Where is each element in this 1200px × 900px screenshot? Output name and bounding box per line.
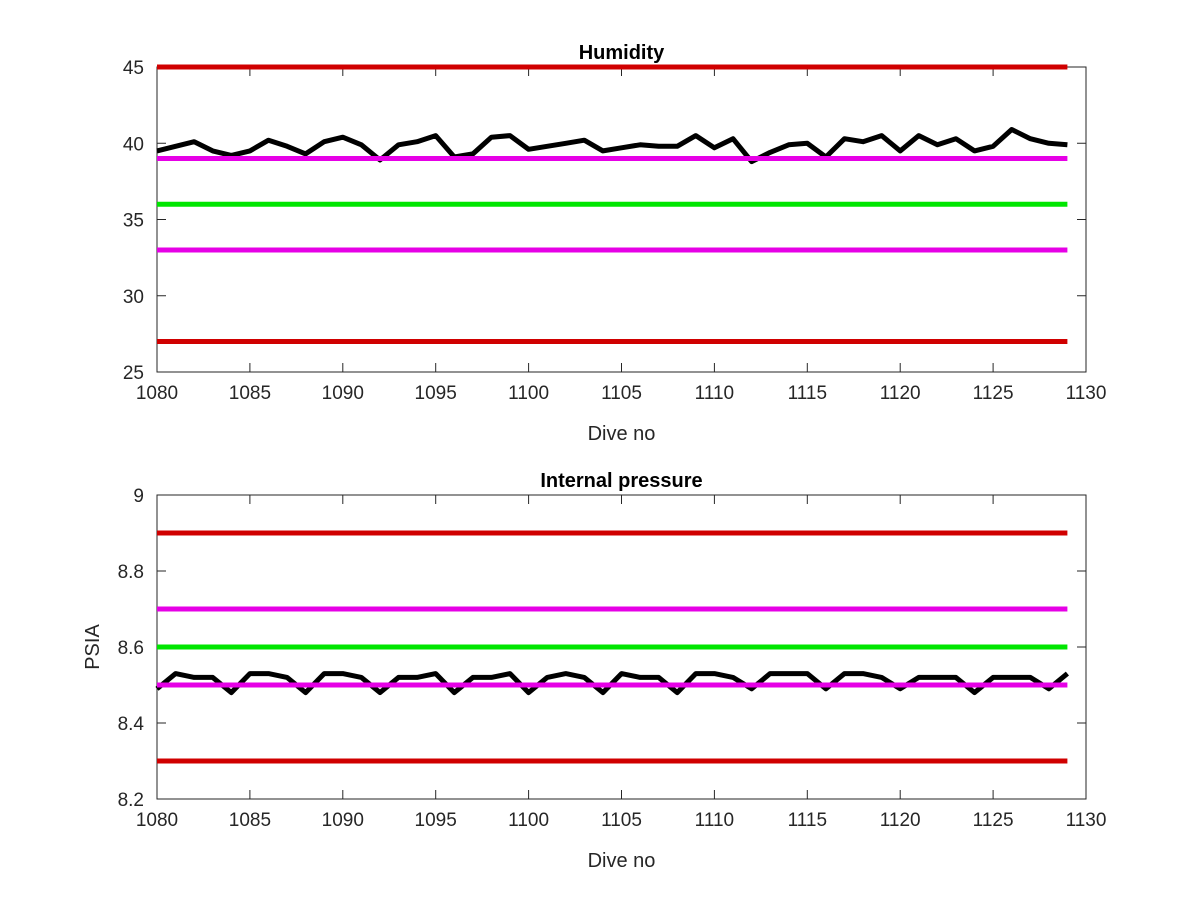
x-tick-label: 1090 [322,810,364,831]
chart-title: Internal pressure [540,470,702,492]
internal-pressure-chart: 1080 1085 1090 1095 1100 1105 1110 1115 1120 1125… [82,470,1106,872]
series-line-0 [156,127,1068,165]
x-tick-label: 1120 [880,383,921,404]
chart-title: Humidity [579,42,665,64]
x-tick-label: 1120 [880,810,921,831]
y-axis-label: PSIA [82,624,104,670]
x-tick-label: 1100 [508,810,549,831]
y-tick-label: 45 [123,58,144,79]
x-tick-label: 1125 [973,383,1014,404]
humidity-chart: 1080 1085 1090 1095 1100 1105 1110 1115 1120 1125… [123,42,1107,445]
x-tick-label: 1105 [601,810,642,831]
y-tick-label: 35 [123,211,144,232]
x-tick-label: 1115 [788,383,827,404]
x-tick-label: 1105 [601,383,642,404]
x-tick-label: 1130 [1066,383,1107,404]
y-tick-label: 30 [123,287,144,308]
y-tick-label: 8.4 [118,714,145,735]
x-tick-label: 1085 [229,810,271,831]
x-tick-label: 1125 [973,810,1014,831]
x-tick-label: 1115 [788,810,827,831]
plot-area [156,66,1087,373]
x-axis-label: Dive no [588,423,656,445]
x-tick-label: 1080 [136,810,178,831]
x-tick-label: 1130 [1066,810,1107,831]
x-tick-label: 1100 [508,383,549,404]
y-tick-label: 8.2 [118,790,144,811]
x-tick-label: 1080 [136,383,178,404]
y-tick-label: 8.8 [118,562,144,583]
x-axis-label: Dive no [588,850,656,872]
x-tick-label: 1095 [415,810,457,831]
y-tick-label: 25 [123,363,144,384]
x-tick-label: 1095 [415,383,457,404]
y-tick-label: 8.6 [118,638,144,659]
x-tick-label: 1110 [695,383,734,404]
x-tick-label: 1110 [695,810,734,831]
y-tick-label: 9 [133,486,144,507]
x-tick-label: 1090 [322,383,364,404]
x-tick-label: 1085 [229,383,271,404]
y-tick-label: 40 [123,134,144,155]
